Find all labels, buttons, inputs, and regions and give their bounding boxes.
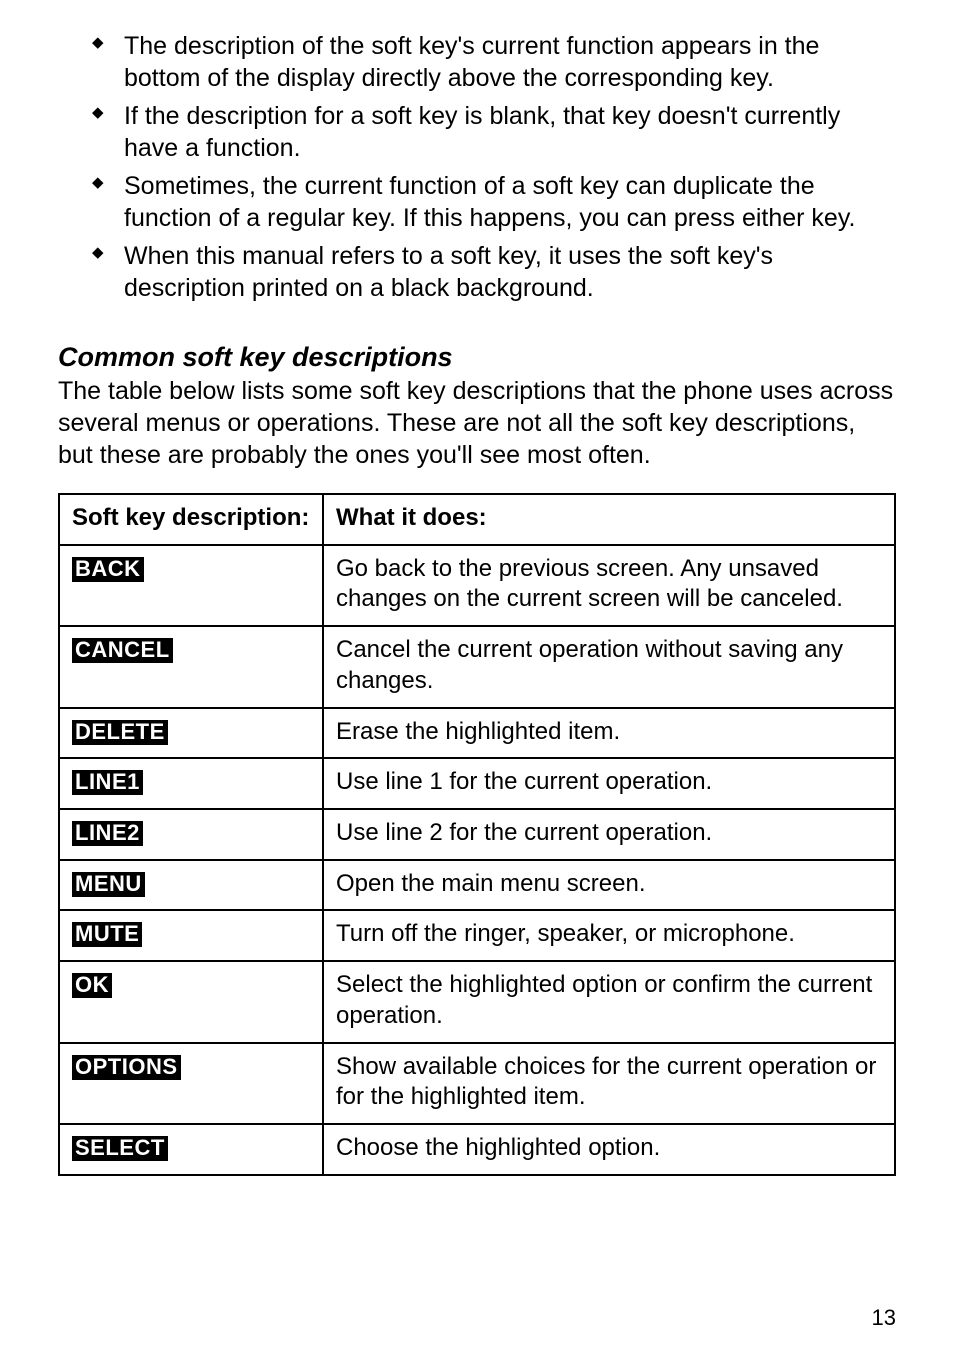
softkey-cell: OK	[59, 961, 323, 1042]
softkey-desc: Choose the highlighted option.	[323, 1124, 895, 1175]
softkey-desc: Use line 2 for the current operation.	[323, 809, 895, 860]
softkey-table: Soft key description: What it does: BACK…	[58, 493, 896, 1176]
softkey-cell: DELETE	[59, 708, 323, 759]
softkey-cell: BACK	[59, 545, 323, 626]
table-row: MUTE Turn off the ringer, speaker, or mi…	[59, 910, 895, 961]
bullet-item: The description of the soft key's curren…	[100, 30, 896, 94]
softkey-label: CANCEL	[72, 638, 173, 663]
softkey-desc: Go back to the previous screen. Any unsa…	[323, 545, 895, 626]
section-heading: Common soft key descriptions	[58, 342, 896, 373]
table-header-key: Soft key description:	[59, 494, 323, 545]
manual-page: The description of the soft key's curren…	[0, 0, 954, 1357]
softkey-cell: LINE2	[59, 809, 323, 860]
softkey-cell: MENU	[59, 860, 323, 911]
table-row: DELETE Erase the highlighted item.	[59, 708, 895, 759]
softkey-label: SELECT	[72, 1136, 168, 1161]
table-row: OPTIONS Show available choices for the c…	[59, 1043, 895, 1124]
bullet-list: The description of the soft key's curren…	[58, 30, 896, 304]
bullet-item: If the description for a soft key is bla…	[100, 100, 896, 164]
table-row: CANCEL Cancel the current operation with…	[59, 626, 895, 707]
softkey-desc: Show available choices for the current o…	[323, 1043, 895, 1124]
table-header-row: Soft key description: What it does:	[59, 494, 895, 545]
page-number: 13	[872, 1305, 896, 1331]
bullet-item: Sometimes, the current function of a sof…	[100, 170, 896, 234]
softkey-desc: Open the main menu screen.	[323, 860, 895, 911]
softkey-label: DELETE	[72, 720, 168, 745]
softkey-label: BACK	[72, 557, 144, 582]
table-row: OK Select the highlighted option or conf…	[59, 961, 895, 1042]
bullet-item: When this manual refers to a soft key, i…	[100, 240, 896, 304]
table-row: BACK Go back to the previous screen. Any…	[59, 545, 895, 626]
softkey-label: LINE2	[72, 821, 143, 846]
section-intro: The table below lists some soft key desc…	[58, 375, 896, 471]
softkey-cell: OPTIONS	[59, 1043, 323, 1124]
table-row: SELECT Choose the highlighted option.	[59, 1124, 895, 1175]
softkey-label: MUTE	[72, 922, 142, 947]
table-row: LINE1 Use line 1 for the current operati…	[59, 758, 895, 809]
table-row: LINE2 Use line 2 for the current operati…	[59, 809, 895, 860]
softkey-cell: MUTE	[59, 910, 323, 961]
softkey-cell: SELECT	[59, 1124, 323, 1175]
softkey-desc: Select the highlighted option or confirm…	[323, 961, 895, 1042]
softkey-desc: Turn off the ringer, speaker, or microph…	[323, 910, 895, 961]
softkey-label: MENU	[72, 872, 145, 897]
softkey-cell: LINE1	[59, 758, 323, 809]
softkey-label: OPTIONS	[72, 1055, 181, 1080]
softkey-cell: CANCEL	[59, 626, 323, 707]
table-header-desc: What it does:	[323, 494, 895, 545]
table-row: MENU Open the main menu screen.	[59, 860, 895, 911]
softkey-label: LINE1	[72, 770, 143, 795]
softkey-desc: Use line 1 for the current operation.	[323, 758, 895, 809]
softkey-desc: Cancel the current operation without sav…	[323, 626, 895, 707]
softkey-desc: Erase the highlighted item.	[323, 708, 895, 759]
softkey-label: OK	[72, 973, 112, 998]
